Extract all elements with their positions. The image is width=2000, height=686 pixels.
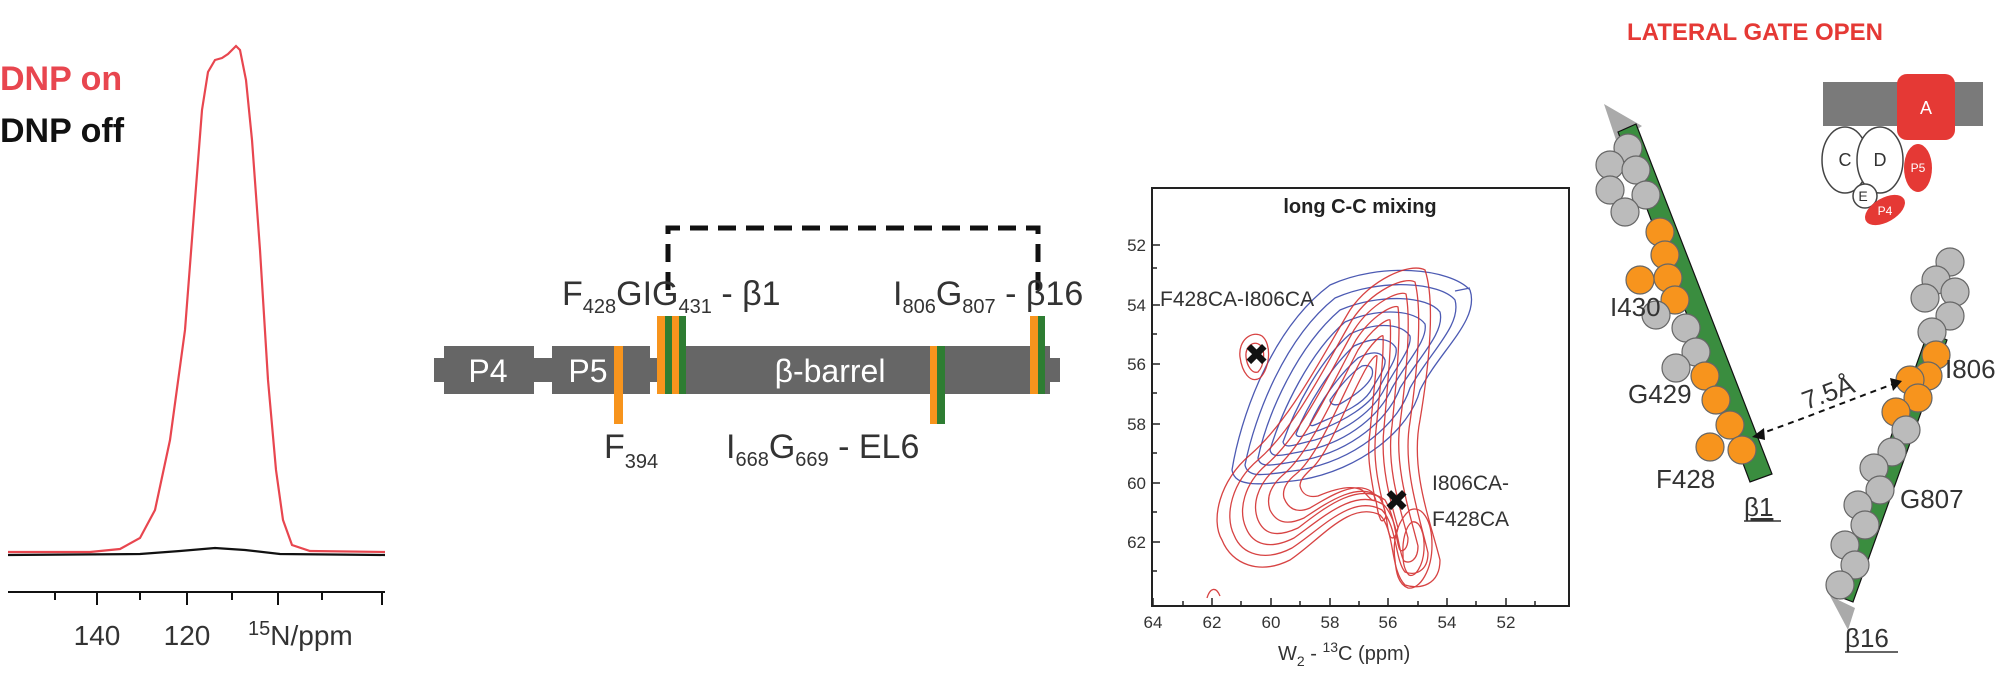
x-axis-label-13c: W2 - 13C (ppm) xyxy=(1278,639,1410,669)
y-tick-62: 62 xyxy=(1127,533,1146,552)
x-axis-iso: 15 xyxy=(248,618,270,640)
label-i806-beta16: I806G807 - β16 xyxy=(893,275,1083,318)
arrow-beta1-head xyxy=(1604,104,1642,143)
spectrum-dnp-on xyxy=(8,44,386,554)
domain-barrel xyxy=(660,346,1050,394)
distance-arrow-right xyxy=(1890,378,1902,391)
subunit-c-label: C xyxy=(1839,150,1852,170)
legend-dnp-off: DNP off xyxy=(0,112,125,150)
domain-p4 xyxy=(444,346,534,394)
contours-red xyxy=(1206,267,1441,599)
subunit-p5-label: P5 xyxy=(1911,161,1926,175)
x-tick-60: 60 xyxy=(1262,613,1281,632)
x-tick-54: 54 xyxy=(1438,613,1457,632)
panel-d-lateral-gate: LATERAL GATE OPEN A C D E P5 P4 xyxy=(1595,19,1996,653)
panel-c-2d-spectrum: long C-C mixing 52 54 56 58 60 62 xyxy=(1127,187,1570,669)
x-tick-56: 56 xyxy=(1379,613,1398,632)
marker-i806 xyxy=(1030,316,1038,394)
marker-i668 xyxy=(930,346,937,424)
y-tick-58: 58 xyxy=(1127,415,1146,434)
cross-peak-label-2a: I806CA- xyxy=(1432,472,1509,495)
cross-marker-1: ✖ xyxy=(1244,339,1269,372)
y-tick-56: 56 xyxy=(1127,355,1146,374)
marker-g431 xyxy=(679,316,686,394)
strand-beta1-residues xyxy=(1595,133,1757,465)
marker-g429 xyxy=(665,316,672,394)
panel-d-title: LATERAL GATE OPEN xyxy=(1627,19,1883,46)
distance-line xyxy=(1756,382,1897,436)
subunit-p4 xyxy=(1865,194,1905,226)
x-axis-label: 15N/ppm xyxy=(248,618,353,651)
plot-title: long C-C mixing xyxy=(1283,196,1436,218)
marker-i430 xyxy=(672,316,679,394)
y-tick-54: 54 xyxy=(1127,296,1146,315)
domain-label-barrel: β-barrel xyxy=(775,353,886,389)
strand-label-beta1: β1 xyxy=(1744,492,1773,522)
marker-f394 xyxy=(614,346,623,424)
cross-peak-label-2b: F428CA xyxy=(1432,508,1509,531)
distance-label: 7.5Å xyxy=(1798,369,1859,416)
x-axis-unit: N/ppm xyxy=(270,620,352,651)
subunit-a xyxy=(1897,74,1955,140)
panel-a-spectrum: DNP on DNP off 140 120 15N/ppm xyxy=(0,44,386,651)
residue-label-f428: F428 xyxy=(1656,464,1715,494)
domain-p5 xyxy=(552,346,650,394)
label-i668-el6: I668G669 - EL6 xyxy=(726,428,919,471)
panel-b-domain-diagram: P4 P5 β-barrel F428GIG431 - β1 I806G807 … xyxy=(434,225,1083,473)
y-tick-60: 60 xyxy=(1127,474,1146,493)
y-tick-52: 52 xyxy=(1127,236,1146,255)
residue-label-g429: G429 xyxy=(1628,379,1692,409)
label-f394: F394 xyxy=(604,428,658,473)
x-tick-62: 62 xyxy=(1203,613,1222,632)
subunit-a-label: A xyxy=(1920,98,1932,118)
strand-label-beta16: β16 xyxy=(1845,623,1889,653)
strand-beta16-residues xyxy=(1825,247,1970,600)
domain-label-p4: P4 xyxy=(468,353,507,389)
subunit-d-label: D xyxy=(1874,150,1887,170)
bar-link-1 xyxy=(534,358,552,382)
label-f428-beta1: F428GIG431 - β1 xyxy=(562,275,781,318)
subunit-p4-label: P4 xyxy=(1878,204,1893,218)
bar-p4-stub-left xyxy=(434,358,446,382)
residue-label-i430: I430 xyxy=(1610,292,1661,322)
domain-label-p5: P5 xyxy=(568,353,607,389)
marker-g669 xyxy=(937,346,945,424)
dashed-connector xyxy=(665,225,1041,290)
distance-arrow-left xyxy=(1752,428,1765,440)
marker-f428 xyxy=(657,316,665,394)
cross-marker-2: ✖ xyxy=(1384,485,1409,518)
bar-stub-right xyxy=(1048,358,1060,382)
plot-frame xyxy=(1151,187,1570,607)
x-tick-58: 58 xyxy=(1321,613,1340,632)
residue-label-i806: I806 xyxy=(1945,354,1996,384)
subunit-p5 xyxy=(1904,144,1932,192)
legend-dnp-on: DNP on xyxy=(0,60,122,98)
marker-g807 xyxy=(1038,316,1045,394)
x-tick-140: 140 xyxy=(74,620,121,651)
arrow-beta16-head xyxy=(1830,596,1855,630)
x-tick-52: 52 xyxy=(1497,613,1516,632)
x-tick-64: 64 xyxy=(1144,613,1163,632)
subunit-e xyxy=(1852,183,1878,209)
residue-label-g807: G807 xyxy=(1900,484,1964,514)
cross-peak-label-1: F428CA-I806CA xyxy=(1160,288,1314,311)
subunit-d xyxy=(1856,126,1904,194)
x-tick-120: 120 xyxy=(164,620,211,651)
spectrum-dnp-off xyxy=(7,546,386,557)
subunit-e-label: E xyxy=(1858,188,1867,204)
